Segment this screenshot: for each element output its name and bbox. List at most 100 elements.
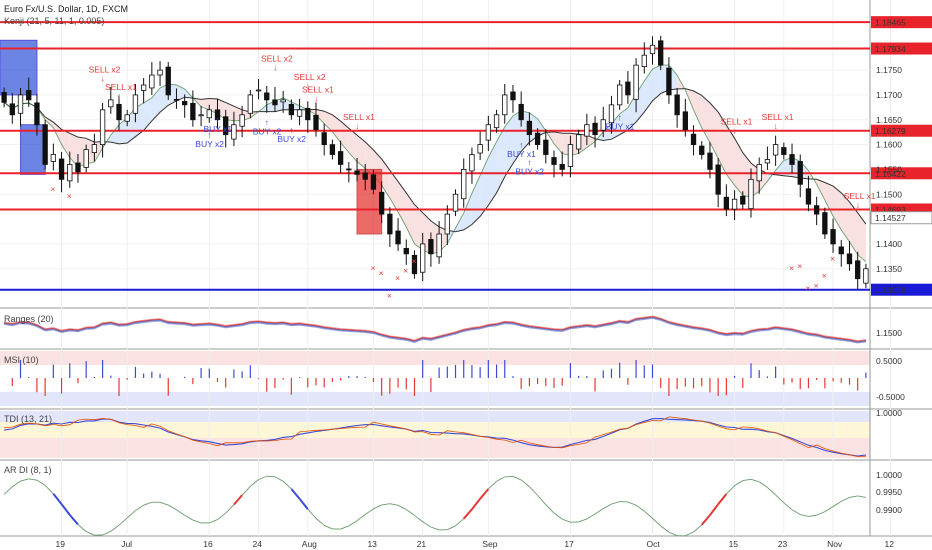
ardi-segment bbox=[298, 498, 309, 510]
ardi-segment bbox=[282, 480, 292, 490]
price-level-label: 1.16279 bbox=[875, 126, 906, 136]
candle-body bbox=[428, 239, 434, 255]
ardi-segment bbox=[126, 510, 136, 519]
candle-body bbox=[395, 230, 401, 245]
x-marker: × bbox=[830, 253, 835, 263]
kenji-band-segment bbox=[775, 160, 784, 176]
msi-upper-zone bbox=[0, 351, 870, 365]
candle-body bbox=[99, 109, 106, 145]
ardi-segment bbox=[808, 514, 817, 517]
msi-label: MSI (10) bbox=[4, 355, 39, 365]
ardi-segment bbox=[627, 501, 637, 506]
ardi-segment bbox=[857, 495, 866, 498]
ardi-segment bbox=[290, 488, 301, 500]
kenji-band-segment bbox=[496, 126, 505, 193]
signal-label: BUY x1 bbox=[507, 149, 536, 159]
x-marker: × bbox=[814, 281, 819, 291]
msi-lower-zone bbox=[0, 392, 870, 406]
x-marker: × bbox=[395, 273, 400, 283]
candle-body bbox=[272, 99, 278, 106]
signal-label: SELL x1 bbox=[844, 191, 876, 201]
candle-body bbox=[173, 98, 180, 101]
ranges-label: Ranges (20) bbox=[4, 314, 54, 324]
candle-body bbox=[551, 157, 557, 165]
x-marker: × bbox=[822, 271, 827, 281]
kenji-band-segment bbox=[726, 125, 735, 186]
x-marker: × bbox=[403, 266, 408, 276]
candle-body bbox=[723, 196, 730, 210]
ardi-segment bbox=[266, 475, 275, 478]
ranges-upper-line bbox=[4, 316, 866, 343]
ranges-lower-line bbox=[4, 317, 866, 343]
signal-arrow: ↓ bbox=[355, 121, 359, 131]
ardi-segment bbox=[406, 509, 415, 516]
candle-body bbox=[764, 159, 771, 164]
candle-body bbox=[165, 66, 171, 96]
kenji-band-segment bbox=[554, 131, 563, 154]
candles bbox=[1, 35, 869, 290]
kenji-band-segment bbox=[414, 204, 423, 250]
ardi-segment bbox=[578, 518, 587, 523]
ardi-segment bbox=[717, 493, 728, 505]
candle-body bbox=[140, 84, 147, 91]
x-tick-label: 24 bbox=[253, 539, 263, 549]
kenji-band-segment bbox=[734, 138, 743, 196]
signal-arrow: ↓ bbox=[733, 126, 737, 136]
ardi-segment bbox=[783, 502, 793, 511]
kenji-band-segment bbox=[110, 124, 120, 144]
price-level-tag bbox=[871, 42, 932, 55]
tdi-tick-label: 1.0000 bbox=[876, 408, 902, 418]
ardi-segment bbox=[250, 479, 259, 487]
ardi-segment bbox=[241, 486, 251, 496]
candle-body bbox=[206, 109, 212, 119]
ardi-segment bbox=[496, 476, 505, 482]
candle-body bbox=[584, 124, 590, 137]
ardi-segment bbox=[364, 508, 374, 515]
ardi-tick-label: 0.9950 bbox=[876, 487, 902, 497]
candle-body bbox=[403, 247, 409, 255]
last-price-label: 1.14527 bbox=[875, 213, 906, 223]
candle-body bbox=[715, 164, 721, 195]
candle-body bbox=[805, 188, 812, 205]
candle-body bbox=[75, 162, 81, 173]
grid-lines bbox=[0, 0, 932, 537]
ardi-segment bbox=[176, 509, 185, 516]
kenji-band-segment bbox=[324, 111, 333, 132]
kenji-band-segment bbox=[463, 193, 472, 230]
candle-body bbox=[26, 90, 32, 101]
signal-label: SELL x1 bbox=[762, 112, 794, 122]
candle-body bbox=[58, 158, 65, 180]
candle-body bbox=[608, 104, 615, 124]
ranges-upper-line bbox=[4, 315, 866, 341]
ardi-segment bbox=[356, 514, 366, 522]
candle-body bbox=[855, 260, 861, 280]
candle-body bbox=[772, 144, 779, 156]
ardi-segment bbox=[397, 504, 407, 510]
candle-body bbox=[264, 92, 270, 101]
ardi-segment bbox=[389, 503, 399, 506]
candle-body bbox=[1, 92, 7, 103]
x-tick-label: 17 bbox=[564, 539, 574, 549]
ardi-segment bbox=[643, 510, 653, 519]
ardi-segment bbox=[816, 511, 826, 516]
ardi-segment bbox=[841, 497, 850, 502]
ardi-segment bbox=[685, 531, 694, 537]
kenji-band-segment bbox=[471, 175, 481, 225]
ardi-segment bbox=[800, 514, 809, 517]
y-tick-label: 1.1350 bbox=[876, 264, 902, 274]
kenji-band-segment bbox=[603, 123, 612, 141]
last-price-tag bbox=[870, 211, 932, 225]
candle-body bbox=[411, 254, 418, 275]
ardi-segment bbox=[60, 503, 71, 516]
candle-body bbox=[149, 74, 155, 89]
ardi-segment bbox=[12, 480, 21, 488]
ardi-segment bbox=[258, 475, 267, 481]
candle-body bbox=[280, 99, 286, 103]
candle-body bbox=[17, 94, 24, 114]
candle-body bbox=[707, 152, 713, 170]
candle-body bbox=[756, 164, 762, 182]
signal-label: BUY x2 bbox=[277, 134, 306, 144]
y-tick-label: 1.1750 bbox=[876, 65, 902, 75]
signal-label: BUY x2 bbox=[253, 127, 282, 137]
